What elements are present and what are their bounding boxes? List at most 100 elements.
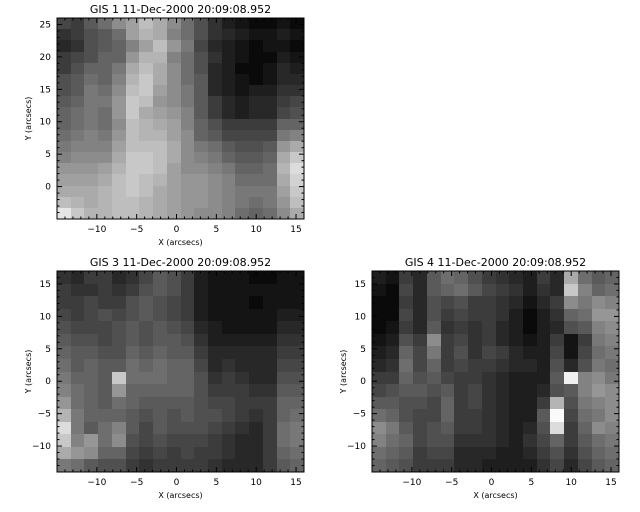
- image-cell: [57, 271, 71, 284]
- image-cell: [208, 397, 222, 409]
- image-cell: [139, 422, 153, 434]
- y-tick-label: 15: [40, 85, 51, 95]
- image-cell: [208, 18, 222, 29]
- image-cell: [57, 384, 71, 397]
- image-cell: [564, 359, 578, 372]
- image-cell: [98, 174, 112, 186]
- image-cell: [126, 186, 139, 197]
- image-cell: [153, 422, 167, 434]
- image-cell: [84, 409, 98, 422]
- x-tick-label: 10: [250, 225, 262, 235]
- image-cell: [112, 74, 126, 85]
- image-cell: [153, 296, 167, 309]
- image-cell: [454, 309, 468, 321]
- image-cell: [71, 152, 84, 163]
- image-cell: [263, 85, 277, 96]
- image-cell: [454, 397, 468, 409]
- image-cell: [290, 271, 304, 284]
- image-cell: [290, 96, 304, 107]
- image-cell: [372, 459, 386, 472]
- image-cell: [496, 409, 509, 422]
- image-cell: [153, 63, 167, 74]
- image-cell: [126, 372, 139, 384]
- image-cell: [509, 296, 523, 309]
- x-axis-label: X (arcsecs): [473, 491, 517, 500]
- image-cell: [222, 409, 235, 422]
- image-cell: [550, 434, 564, 447]
- image-cell: [578, 384, 592, 397]
- image-cell: [523, 284, 537, 296]
- x-tick-label: 5: [213, 478, 219, 488]
- image-cell: [84, 309, 98, 321]
- image-cell: [167, 197, 181, 208]
- image-cell: [550, 397, 564, 409]
- image-cell: [181, 447, 194, 459]
- image-cell: [181, 186, 194, 197]
- image-cell: [523, 359, 537, 372]
- image-cell: [112, 284, 126, 296]
- image-cell: [523, 334, 537, 346]
- image-cell: [167, 372, 181, 384]
- image-cell: [290, 18, 304, 29]
- image-cell: [564, 422, 578, 434]
- image-cell: [482, 296, 496, 309]
- image-cell: [482, 397, 496, 409]
- image-cell: [386, 271, 399, 284]
- image-cell: [454, 409, 468, 422]
- image-cell: [263, 152, 277, 163]
- image-cell: [153, 141, 167, 152]
- image-cell: [98, 197, 112, 208]
- image-cell: [441, 321, 454, 334]
- image-cell: [290, 284, 304, 296]
- image-cell: [468, 271, 482, 284]
- image-cell: [592, 447, 605, 459]
- image-cell: [57, 186, 71, 197]
- image-cell: [578, 447, 592, 459]
- image-cell: [290, 152, 304, 163]
- image-cell: [153, 284, 167, 296]
- image-cell: [564, 271, 578, 284]
- image-cell: [126, 284, 139, 296]
- image-cell: [208, 29, 222, 40]
- image-cell: [290, 197, 304, 208]
- image-cell: [386, 346, 399, 359]
- image-cell: [427, 321, 441, 334]
- image-cell: [222, 397, 235, 409]
- image-cell: [208, 384, 222, 397]
- image-cell: [235, 359, 249, 372]
- image-cell: [222, 40, 235, 52]
- image-cell: [249, 40, 263, 52]
- image-cell: [277, 130, 290, 141]
- image-cell: [537, 271, 550, 284]
- image-cell: [139, 346, 153, 359]
- image-cell: [482, 409, 496, 422]
- image-cell: [399, 321, 413, 334]
- image-cell: [592, 271, 605, 284]
- image-cell: [249, 29, 263, 40]
- image-cell: [592, 434, 605, 447]
- image-cell: [153, 397, 167, 409]
- image-cell: [537, 359, 550, 372]
- image-cell: [181, 52, 194, 63]
- image-cell: [98, 208, 112, 219]
- image-cell: [194, 63, 208, 74]
- plot-frame: [56, 270, 305, 473]
- image-cell: [263, 107, 277, 119]
- image-cell: [468, 422, 482, 434]
- image-cell: [84, 74, 98, 85]
- image-cell: [98, 434, 112, 447]
- image-cell: [222, 208, 235, 219]
- image-cell: [153, 359, 167, 372]
- image-cell: [222, 29, 235, 40]
- image-cell: [126, 296, 139, 309]
- image-cell: [523, 321, 537, 334]
- image-cell: [167, 397, 181, 409]
- image-cell: [399, 284, 413, 296]
- image-cell: [550, 459, 564, 472]
- image-cell: [564, 459, 578, 472]
- image-cell: [386, 309, 399, 321]
- image-cell: [482, 346, 496, 359]
- image-cell: [427, 296, 441, 309]
- image-cell: [372, 271, 386, 284]
- image-cell: [263, 40, 277, 52]
